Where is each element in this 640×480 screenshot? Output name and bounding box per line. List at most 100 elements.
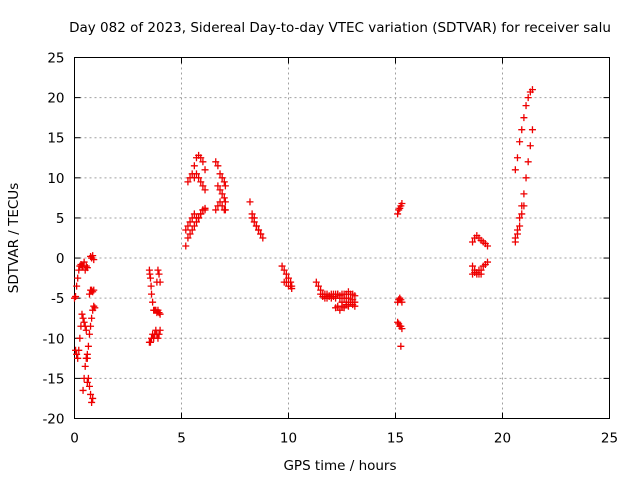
data-point xyxy=(513,154,521,162)
data-point xyxy=(469,262,477,270)
data-point xyxy=(282,270,290,278)
data-point xyxy=(255,226,263,234)
data-point xyxy=(285,274,292,282)
data-point xyxy=(520,114,528,122)
data-point xyxy=(89,288,97,296)
data-point xyxy=(344,294,352,302)
grid-layer xyxy=(74,57,610,419)
data-point xyxy=(190,162,198,170)
data-point xyxy=(520,202,528,210)
data-point xyxy=(79,386,87,394)
data-point xyxy=(83,354,91,362)
tick-layer: 0 5 10 15 20 25 -20 -15 -10 -5 0 5 10 15 20 25 xyxy=(42,51,618,447)
data-point xyxy=(252,222,260,230)
x-tick-label: 10 xyxy=(280,431,297,447)
data-point xyxy=(280,266,288,274)
data-point xyxy=(398,200,406,208)
data-point xyxy=(201,204,209,212)
data-point xyxy=(146,274,154,282)
data-point xyxy=(148,290,156,298)
data-point xyxy=(201,186,209,194)
data-point xyxy=(195,214,203,222)
data-point xyxy=(82,326,90,334)
series-satellite-arc-4 xyxy=(84,302,99,350)
data-point xyxy=(522,174,530,182)
data-point xyxy=(344,302,352,310)
data-point xyxy=(74,354,82,362)
data-point xyxy=(218,202,226,210)
data-point xyxy=(394,210,402,218)
data-point xyxy=(91,304,99,312)
data-point xyxy=(88,314,96,322)
y-axis-label: SDTVAR / TECUs xyxy=(6,183,22,293)
series-satellite-arc-1 xyxy=(71,258,91,302)
series-satellite-arc-14 xyxy=(184,151,209,186)
data-point xyxy=(212,158,220,166)
data-point xyxy=(84,374,92,382)
series-satellite-arc-11 xyxy=(153,266,164,286)
series-satellite-arc-10 xyxy=(152,306,164,318)
data-point xyxy=(79,314,87,322)
data-point xyxy=(218,190,226,198)
data-point xyxy=(89,252,97,260)
data-point xyxy=(518,210,526,218)
series-satellite-arc-18 xyxy=(212,198,229,214)
data-point xyxy=(188,226,196,234)
y-tick-label: -10 xyxy=(42,331,64,347)
data-point xyxy=(398,298,406,306)
data-point xyxy=(528,86,536,94)
data-point xyxy=(484,242,492,250)
data-point xyxy=(524,94,532,102)
data-point xyxy=(250,218,258,226)
data-point xyxy=(516,214,524,222)
data-point xyxy=(278,262,286,270)
data-point xyxy=(201,166,209,174)
data-point xyxy=(88,398,96,406)
data-point xyxy=(186,230,194,238)
data-point xyxy=(218,174,226,182)
data-point xyxy=(156,326,164,334)
data-point xyxy=(259,234,267,242)
x-tick-label: 20 xyxy=(494,431,511,447)
plot-frame xyxy=(74,57,610,419)
series-satellite-arc-26 xyxy=(394,200,406,218)
data-point xyxy=(146,338,154,346)
data-point xyxy=(72,293,80,301)
data-point xyxy=(74,274,82,282)
data-point xyxy=(336,306,344,314)
data-point xyxy=(351,292,359,300)
data-point xyxy=(182,242,190,250)
y-tick-label: 20 xyxy=(47,91,64,107)
data-point xyxy=(199,182,207,190)
data-point xyxy=(394,318,402,326)
series-satellite-arc-33 xyxy=(511,86,536,174)
data-point xyxy=(73,350,81,358)
data-point xyxy=(246,198,254,206)
data-point xyxy=(516,138,524,146)
data-point xyxy=(511,234,519,242)
data-point xyxy=(334,290,342,298)
data-point xyxy=(156,278,164,286)
data-point xyxy=(216,170,224,178)
data-point xyxy=(216,186,224,194)
data-point xyxy=(398,325,406,333)
data-point xyxy=(75,266,83,274)
series-satellite-arc-22 xyxy=(280,278,296,293)
series-satellite-arc-15 xyxy=(190,170,209,194)
series-satellite-arc-9 xyxy=(145,326,164,346)
data-point xyxy=(257,230,265,238)
series-satellite-arc-29 xyxy=(397,342,405,350)
data-point xyxy=(192,170,200,178)
data-point xyxy=(149,298,157,306)
series-satellite-arc-17 xyxy=(214,182,229,206)
data-point xyxy=(83,264,91,272)
series-satellite-arc-3 xyxy=(79,354,91,394)
y-tick-label: 0 xyxy=(56,251,65,267)
data-point xyxy=(83,378,91,386)
data-point xyxy=(155,270,163,278)
data-point xyxy=(85,382,93,390)
data-point xyxy=(484,258,492,266)
data-point xyxy=(288,285,296,293)
data-point xyxy=(526,142,534,150)
data-point xyxy=(155,330,163,338)
